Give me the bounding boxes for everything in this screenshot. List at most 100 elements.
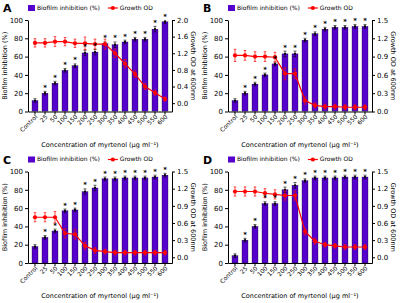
y2-tick-mark: [372, 206, 375, 207]
bar: [122, 178, 128, 263]
annotation: *: [353, 168, 357, 176]
y2-axis: 0.00.30.60.91.21.5: [372, 168, 389, 263]
annotation: *: [63, 61, 67, 69]
bar-top-dot: [34, 245, 36, 247]
error-bar: [244, 187, 247, 196]
y-tick-mark: [25, 38, 28, 39]
bar-top-dot: [354, 176, 356, 178]
error-bar: [144, 176, 147, 180]
y-tick-label: 100: [210, 168, 223, 176]
y-tick: 60: [14, 205, 28, 213]
y-tick-mark: [25, 57, 28, 58]
annotation: *: [163, 166, 167, 174]
bar-top-dot: [334, 26, 336, 28]
error-bar: [154, 26, 157, 31]
error-bar: [124, 40, 127, 44]
legend: Biofilm inhibition (%)Growth OD: [228, 4, 353, 11]
y-tick-label: 100: [10, 168, 23, 176]
y2-tick: 0.3: [372, 90, 388, 98]
bar-top-dot: [124, 41, 126, 43]
error-bar: [334, 244, 337, 249]
annotations: *************: [43, 13, 167, 92]
legend-label: Biofilm inhibition (%): [237, 155, 300, 162]
line-marker: [53, 40, 57, 44]
bar-top-dot: [154, 176, 156, 178]
annotation: *: [43, 84, 47, 92]
error-bar: [154, 175, 157, 179]
annotation: *: [143, 169, 147, 177]
y2-tick-label: 0.9: [377, 203, 388, 211]
bar-top-dot: [94, 187, 96, 189]
bar: [142, 178, 148, 263]
x-axis: Control255010015020025030035040045050055…: [18, 263, 172, 285]
annotation: *: [293, 44, 297, 52]
y-tick-mark: [225, 245, 228, 246]
y-tick: 20: [214, 241, 228, 249]
line: [35, 42, 165, 99]
annotation: *: [313, 24, 317, 32]
annotation: *: [323, 20, 327, 28]
y2-tick: 0.9: [172, 203, 188, 211]
error-bar: [294, 182, 297, 187]
line-marker: [283, 72, 287, 76]
y-tick-label: 0: [19, 108, 23, 116]
y2-axis-title: Growth OD at 600nm: [189, 31, 197, 100]
y-axis-title: Biofilm inhibition (%): [1, 183, 9, 251]
y-tick-mark: [225, 226, 228, 227]
line-marker: [43, 215, 47, 219]
error-bar: [284, 51, 287, 56]
bar: [242, 93, 248, 111]
line: [35, 217, 165, 252]
error-bar: [364, 175, 367, 179]
error-bar: [154, 90, 157, 95]
bar: [282, 54, 288, 112]
annotation: *: [73, 56, 77, 64]
line-marker: [313, 239, 317, 243]
bar-top-dot: [354, 25, 356, 27]
error-bar: [364, 25, 367, 29]
error-bar: [144, 250, 147, 255]
y2-tick-label: 0.9: [377, 53, 388, 61]
line-marker: [293, 193, 297, 197]
y-tick: 40: [214, 223, 228, 231]
bar-top-dot: [114, 178, 116, 180]
y2-tick-mark: [172, 223, 175, 224]
bar: [352, 177, 358, 263]
legend-label: Biofilm inhibition (%): [37, 4, 100, 11]
error-bar: [84, 189, 87, 194]
bar: [152, 177, 158, 263]
legend-item: Biofilm inhibition (%): [228, 4, 300, 11]
bar-top-dot: [274, 63, 276, 65]
bar-top-dot: [54, 82, 56, 84]
y-tick: 100: [210, 168, 228, 176]
x-axis: Control255010015020025030035040045050055…: [218, 263, 372, 285]
bar: [92, 52, 98, 111]
bar-top-dot: [264, 74, 266, 76]
y2-tick-mark: [372, 172, 375, 173]
bar: [102, 179, 108, 263]
bar-top-dot: [64, 69, 66, 71]
error-bar: [354, 25, 357, 29]
plot-area: Control255010015020025030035040045050055…: [201, 168, 397, 300]
bar-top-dot: [234, 255, 236, 257]
y2-tick-mark: [172, 53, 175, 54]
annotations: *************: [243, 168, 367, 239]
y2-tick: 0.8: [172, 67, 188, 75]
annotation: *: [133, 169, 137, 177]
bar-top-dot: [304, 39, 306, 41]
y2-axis-title: Growth OD at 600nm: [189, 183, 197, 252]
error-bar: [164, 20, 167, 24]
bar-top-dot: [344, 26, 346, 28]
y2-tick-mark: [372, 223, 375, 224]
line-marker: [73, 232, 77, 236]
line-marker: [103, 249, 107, 253]
y2-tick: 1.6: [172, 33, 189, 41]
legend-marker: [111, 6, 115, 10]
y-tick-label: 20: [14, 241, 23, 249]
legend-label: Growth OD: [320, 155, 353, 162]
y-tick-mark: [225, 75, 228, 76]
y2-tick-label: 0.6: [377, 220, 389, 228]
annotation: *: [103, 169, 107, 177]
line-marker: [333, 105, 337, 109]
x-axis-title: Concentration of myrtenol (μg ml⁻¹): [41, 141, 158, 149]
